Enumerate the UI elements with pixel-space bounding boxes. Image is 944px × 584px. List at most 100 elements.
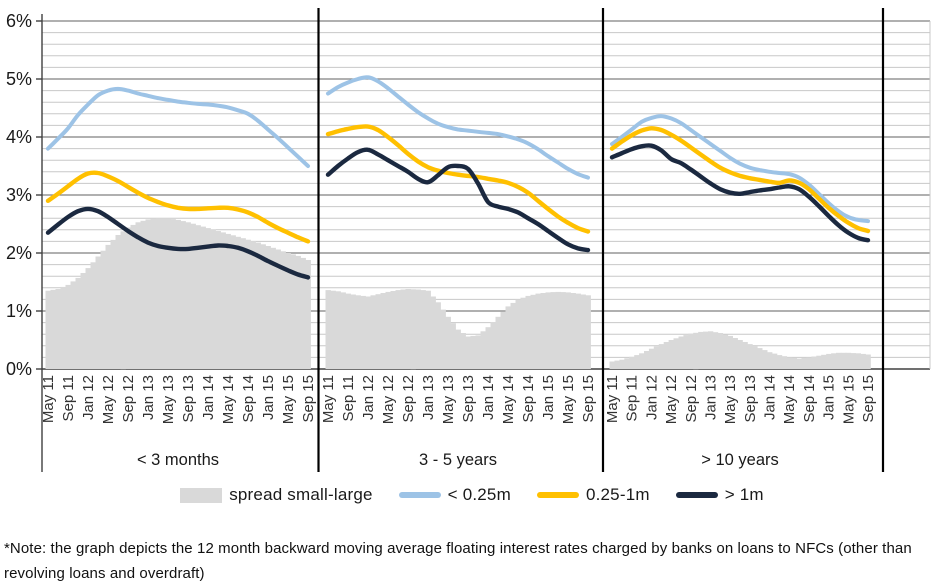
area-step [205,228,211,369]
area-step [280,251,286,369]
area-step [135,222,141,369]
area-step [455,329,461,369]
area-step [525,295,531,369]
area-step [831,353,837,369]
panel-title: > 10 years [701,451,779,469]
area-step [648,348,655,369]
legend-item-0-25-1m: 0.25-1m [536,485,650,505]
area-step [155,218,161,369]
area-step [826,353,832,369]
area-step [747,344,753,369]
area-step [683,335,689,369]
x-axis-label: Sep 13 [742,375,759,423]
area-step [355,295,361,369]
area-step [60,286,66,369]
area-step [786,357,793,369]
area-step [727,335,733,369]
area-step [515,299,521,369]
area-step [180,221,186,369]
x-axis-label: May 13 [722,375,739,424]
area-step [425,290,431,369]
chart-legend: spread small-large < 0.25m 0.25-1m > 1m [0,479,944,511]
legend-item-0-25m: < 0.25m [398,485,511,505]
area-step [450,323,456,369]
area-step [555,291,561,369]
area-step [75,277,81,369]
x-axis-label: May 11 [604,375,621,423]
area-step [125,227,131,369]
area-step [370,295,376,369]
area-step [55,289,61,369]
area-step [390,291,396,369]
area-step [65,284,71,369]
area-step [530,294,536,369]
x-axis-label: May 15 [560,375,577,424]
area-step [470,335,476,369]
area-step [375,294,381,369]
area-step [440,309,446,369]
legend-item-1m: > 1m [675,485,764,505]
x-axis-label: May 11 [40,375,57,423]
area-step [345,293,351,369]
x-axis-label: Jan 14 [480,375,497,420]
area-step [644,351,650,369]
area-step [220,232,226,369]
legend-line-swatch [536,492,579,498]
x-axis-label: Jan 12 [360,375,377,420]
x-axis-label: Sep 12 [120,375,137,423]
y-axis-label: 4% [6,127,32,147]
area-step [668,340,674,369]
area-step [50,289,56,369]
area-step [836,352,842,369]
area-step [816,355,822,369]
area-step [540,293,546,369]
area-step [260,244,266,369]
x-axis-label: Sep 15 [300,375,317,423]
area-step [639,353,645,369]
area-step [480,331,486,369]
x-axis-label: Sep 15 [860,375,877,423]
area-step [160,218,166,369]
area-step [325,290,331,369]
area-step [185,222,191,369]
area-step [400,289,406,369]
y-axis-label: 2% [6,243,32,263]
line-0-25-1m-panel-3 [609,126,871,234]
line-1m-panel-2 [325,147,591,253]
area-step [624,358,630,369]
area-step [796,358,802,369]
area-step [475,335,481,369]
area-step [80,273,86,369]
area-step [500,311,506,369]
area-step [693,332,699,370]
area-step [609,361,615,369]
area-step [290,254,296,369]
panel-title: < 3 months [137,451,219,469]
area-step [678,336,684,369]
x-axis-label: Sep 14 [240,375,257,423]
area-step [200,226,206,369]
x-axis-label: Sep 11 [60,375,77,421]
area-step [245,239,251,369]
area-step [510,302,516,369]
area-step [545,292,551,369]
area-step [95,256,101,369]
area-step [570,293,576,369]
area-step [535,293,541,369]
x-axis-label: Jan 14 [200,375,217,420]
y-axis-label: 6% [6,11,32,31]
area-step [410,289,416,370]
area-step [115,235,121,369]
area-step [490,322,496,369]
area-step [285,253,291,369]
interest-rate-chart: 0% 1% 2% 3% 4% 5% 6% May 11 Sep 11 Jan 12 May 12 Se… [6,8,931,479]
area-step [225,233,231,369]
area-step [405,289,411,369]
area-step [300,257,306,369]
area-step [565,292,571,369]
x-axis-label: Sep 14 [801,375,818,423]
area-step [703,331,709,369]
x-axis-label: May 13 [160,375,177,424]
area-step [385,291,391,369]
panel-title: 3 - 5 years [419,451,497,469]
